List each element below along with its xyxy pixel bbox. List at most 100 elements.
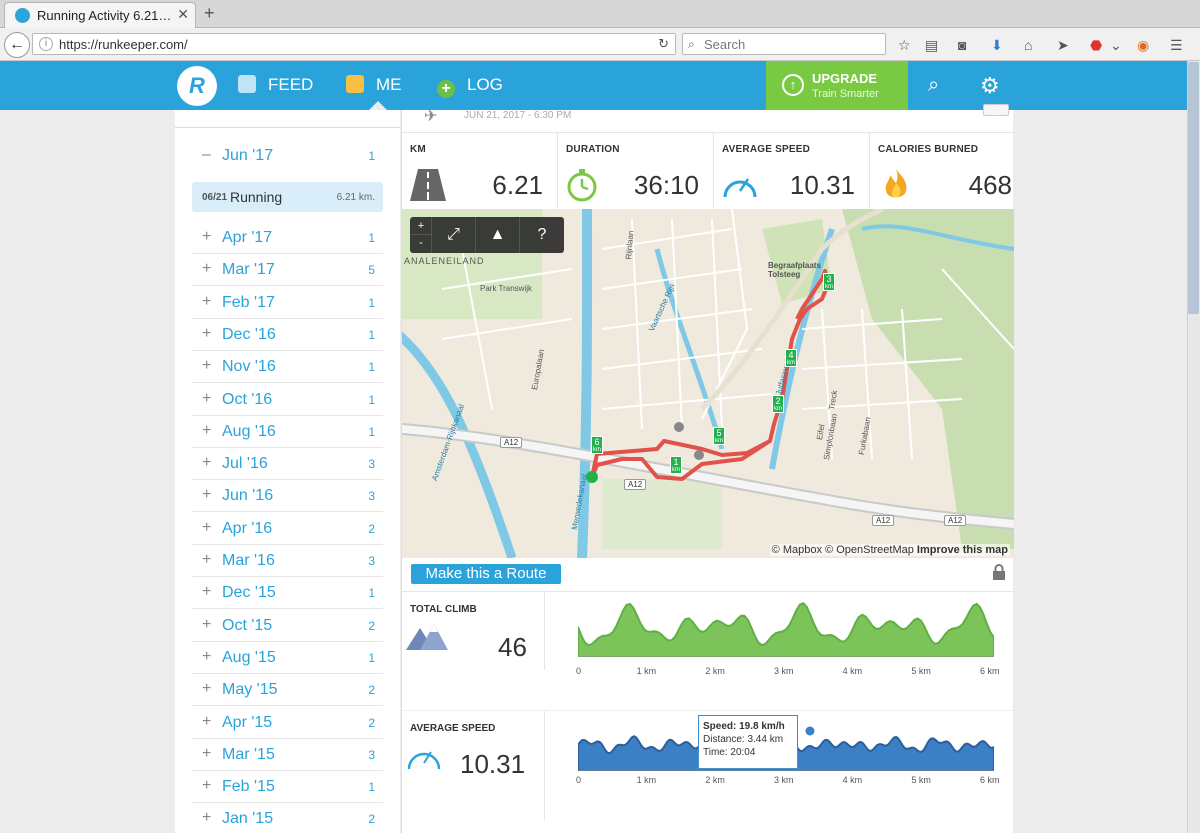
extension-icon[interactable]: ◉ (1137, 37, 1150, 53)
menu-hamburger-icon[interactable]: ☰ (1170, 37, 1183, 53)
km-marker[interactable]: 4 km (785, 349, 797, 367)
month-label[interactable]: Mar '15 (222, 745, 275, 763)
make-route-button[interactable]: Make this a Route (411, 564, 561, 584)
expand-icon[interactable]: + (202, 421, 212, 439)
new-tab-icon[interactable]: + (204, 3, 215, 23)
zoom-out-button[interactable]: - (419, 237, 423, 249)
map-canvas[interactable] (402, 209, 1014, 558)
month-row[interactable]: + Aug '15 1 (192, 642, 383, 674)
home-icon[interactable]: ⌂ (1024, 37, 1033, 53)
month-label[interactable]: Dec '15 (222, 584, 276, 602)
month-row[interactable]: + Apr '16 2 (192, 513, 383, 545)
nav-me[interactable]: ME (346, 75, 402, 95)
nav-feed[interactable]: FEED (238, 75, 313, 95)
month-label[interactable]: Feb '15 (222, 778, 275, 796)
send-icon[interactable]: ➤ (1057, 37, 1069, 53)
download-icon[interactable]: ⬇ (991, 37, 1003, 53)
speed-hover-point[interactable] (804, 725, 816, 737)
mapbox-attribution-link[interactable]: © Mapbox (771, 544, 822, 556)
bookmark-star-icon[interactable]: ☆ (898, 37, 911, 53)
fullscreen-icon[interactable]: ⤢ (432, 217, 476, 253)
month-row[interactable]: + Jul '16 3 (192, 448, 383, 481)
month-label[interactable]: Mar '17 (222, 261, 275, 279)
month-row[interactable]: + Oct '15 2 (192, 610, 383, 642)
km-marker[interactable]: 1 km (670, 456, 682, 474)
month-row[interactable]: + Mar '15 3 (192, 739, 383, 771)
elevation-chart[interactable] (578, 597, 994, 657)
month-label[interactable]: Jun '16 (222, 487, 274, 505)
month-row[interactable]: + Mar '16 3 (192, 545, 383, 577)
month-label[interactable]: Jun '17 (222, 147, 274, 164)
month-row[interactable]: + Dec '16 1 (192, 319, 383, 351)
month-row[interactable]: + May '15 2 (192, 674, 383, 707)
back-arrow-icon[interactable]: ← (4, 32, 30, 58)
month-row[interactable]: + Feb '15 1 (192, 771, 383, 804)
map-pin-icon[interactable] (694, 450, 704, 460)
month-row[interactable]: + Oct '16 1 (192, 384, 383, 416)
month-label[interactable]: Feb '17 (222, 293, 275, 311)
month-row[interactable]: + Nov '16 1 (192, 351, 383, 384)
month-label[interactable]: Oct '15 (222, 616, 273, 634)
month-label[interactable]: Nov '16 (222, 358, 276, 376)
start-pin-icon[interactable] (586, 471, 598, 483)
expand-icon[interactable]: + (202, 518, 212, 536)
route-map[interactable]: ANALENEILAND Park Transwijk Begraafplaat… (402, 209, 1014, 558)
zoom-in-button[interactable]: + (410, 218, 432, 235)
runkeeper-logo[interactable]: R (177, 66, 217, 106)
url-bar[interactable]: i https://runkeeper.com/ ↻ (32, 33, 676, 55)
month-row[interactable]: + Jan '15 2 (192, 803, 383, 833)
page-scrollbar-thumb[interactable] (1188, 62, 1199, 314)
expand-icon[interactable]: + (202, 647, 212, 665)
browser-tab[interactable]: Running Activity 6.21… ✕ (4, 2, 196, 28)
month-label[interactable]: Jul '16 (222, 455, 268, 473)
km-marker[interactable]: 5 km (713, 427, 725, 445)
month-label[interactable]: Jan '15 (222, 810, 274, 828)
month-row[interactable]: + Jun '16 3 (192, 480, 383, 513)
expand-icon[interactable]: + (202, 228, 212, 245)
month-label[interactable]: Apr '15 (222, 713, 273, 731)
month-label[interactable]: Dec '16 (222, 325, 276, 343)
expand-icon[interactable]: + (202, 712, 212, 730)
month-row[interactable]: + Dec '15 1 (192, 577, 383, 610)
expand-icon[interactable]: + (202, 454, 212, 472)
close-tab-icon[interactable]: ✕ (177, 6, 189, 22)
expand-icon[interactable]: + (202, 357, 212, 375)
expand-icon[interactable]: + (202, 615, 212, 633)
month-row[interactable]: + Mar '17 5 (192, 254, 383, 287)
url-text[interactable]: https://runkeeper.com/ (59, 37, 188, 52)
month-row[interactable]: + Aug '16 1 (192, 416, 383, 448)
expand-icon[interactable]: + (202, 583, 212, 601)
expand-icon[interactable]: + (202, 486, 212, 504)
nav-log[interactable]: + LOG (437, 75, 503, 98)
month-label[interactable]: Aug '15 (222, 648, 276, 666)
map-help-button[interactable]: ? (537, 226, 547, 243)
expand-icon[interactable]: + (202, 260, 212, 278)
gear-icon[interactable]: ⚙ (980, 73, 1000, 98)
collapse-icon[interactable]: – (202, 146, 211, 163)
info-icon[interactable]: i (39, 37, 53, 51)
month-row[interactable]: + Apr '15 2 (192, 707, 383, 739)
month-label[interactable]: Aug '16 (222, 422, 276, 440)
km-marker[interactable]: 2 km (772, 395, 784, 413)
expand-icon[interactable]: + (202, 324, 212, 342)
month-row[interactable]: + Feb '17 1 (192, 287, 383, 319)
expand-icon[interactable]: + (202, 744, 212, 762)
osm-attribution-link[interactable]: © OpenStreetMap (825, 544, 914, 556)
improve-map-link[interactable]: Improve this map (916, 544, 1008, 556)
reload-icon[interactable]: ↻ (658, 36, 669, 51)
map-pin-icon[interactable] (674, 422, 684, 432)
month-label[interactable]: Mar '16 (222, 552, 275, 569)
elevation-toggle-icon[interactable]: ▲ (476, 217, 520, 253)
site-search-icon[interactable]: ⌕ (928, 74, 940, 96)
month-label[interactable]: Apr '17 (222, 229, 273, 246)
month-row[interactable]: + Apr '17 1 (192, 222, 383, 254)
expand-icon[interactable]: + (202, 777, 212, 795)
pocket-icon[interactable]: ◙ (958, 37, 967, 53)
chevron-down-icon[interactable]: ⌄ (1110, 37, 1122, 53)
browser-search-input[interactable]: ⌕ Search (682, 33, 886, 55)
expand-icon[interactable]: + (202, 389, 212, 407)
expand-icon[interactable]: + (202, 809, 212, 827)
month-label[interactable]: Oct '16 (222, 390, 273, 408)
month-label[interactable]: Apr '16 (222, 519, 273, 537)
month-label[interactable]: May '15 (222, 681, 278, 699)
